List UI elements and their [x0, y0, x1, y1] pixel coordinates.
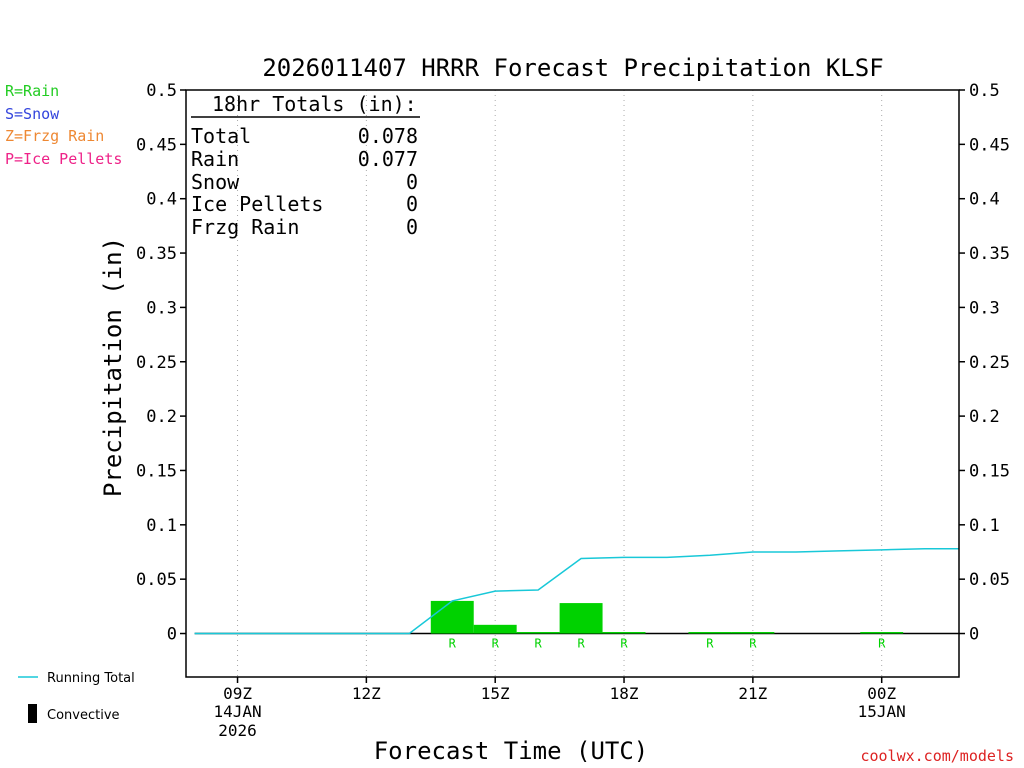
bottom-legend: Running Total Convective [18, 671, 135, 723]
x-tick-label-2: 15Z [481, 684, 510, 703]
precip-bar-0 [430, 600, 474, 634]
chart-title: 2026011407 HRRR Forecast Precipitation K… [262, 54, 883, 82]
bar-type-label-1: R [492, 637, 500, 651]
plot-frame [185, 89, 960, 678]
precip-bar-7 [860, 632, 904, 634]
running-total-line [194, 547, 959, 635]
y-tick-label-left-8: 0.1 [146, 516, 177, 536]
y-tick-label-right-1: 0.45 [969, 135, 1010, 155]
y-tick-label-right-0: 0.5 [969, 81, 1000, 101]
legend-frzg-rain: Z=Frzg Rain [5, 127, 104, 145]
legend-ice-pellets: P=Ice Pellets [5, 150, 122, 168]
totals-value-snow: 0 [406, 170, 418, 194]
y-tick-label-right-2: 0.4 [969, 190, 1000, 210]
x-tick-label-5: 00Z [867, 684, 896, 703]
y-axis-label: Precipitation (in) [99, 237, 127, 497]
y-tick-label-left-2: 0.4 [146, 190, 177, 210]
totals-label-ice-pellets: Ice Pellets [191, 192, 323, 216]
y-tick-label-left-10: 0 [167, 625, 177, 645]
y-tick-label-left-6: 0.2 [146, 407, 177, 427]
bar-type-label-6: R [749, 637, 757, 651]
convective-swatch [28, 704, 37, 723]
y-tick-label-left-5: 0.25 [136, 353, 177, 373]
precip-bar-2 [516, 632, 560, 634]
y-axis-ticks: 0.5 0.5 0.45 0.45 0.4 0.4 0.35 0.35 0.3 0.3 0.25 0.… [136, 81, 1010, 645]
totals-value-ice-pellets: 0 [406, 192, 418, 216]
running-total-legend-label: Running Total [47, 671, 135, 686]
x-tick-date-0: 14JAN [213, 702, 261, 721]
y-tick-label-right-3: 0.35 [969, 244, 1010, 264]
bar-type-label-4: R [620, 637, 628, 651]
x-tick-label-4: 21Z [738, 684, 767, 703]
y-tick-label-right-5: 0.25 [969, 353, 1010, 373]
bar-type-label-7: R [878, 637, 886, 651]
totals-value-rain: 0.077 [358, 147, 418, 171]
x-tick-label-3: 18Z [610, 684, 639, 703]
bar-type-label-3: R [577, 637, 585, 651]
y-tick-label-left-3: 0.35 [136, 244, 177, 264]
precip-bar-6 [731, 632, 775, 634]
y-tick-label-right-4: 0.3 [969, 298, 1000, 318]
y-tick-label-left-4: 0.3 [146, 298, 177, 318]
legend-rain: R=Rain [5, 82, 59, 100]
y-tick-label-left-0: 0.5 [146, 81, 177, 101]
y-tick-label-right-10: 0 [969, 625, 979, 645]
y-tick-label-left-9: 0.05 [136, 570, 177, 590]
precip-bar-5 [688, 632, 732, 634]
x-tick-year-0: 2026 [218, 721, 257, 740]
y-tick-label-right-7: 0.15 [969, 461, 1010, 481]
precip-bar-1 [473, 624, 517, 634]
y-tick-label-left-1: 0.45 [136, 135, 177, 155]
totals-box: 18hr Totals (in): Total 0.078 Rain 0.077… [191, 92, 420, 239]
legend-snow: S=Snow [5, 105, 60, 123]
y-tick-label-right-9: 0.05 [969, 570, 1010, 590]
totals-label-rain: Rain [191, 147, 239, 171]
precip-bar-3 [559, 603, 603, 634]
x-axis-label: Forecast Time (UTC) [374, 737, 649, 765]
y-tick-label-left-7: 0.15 [136, 461, 177, 481]
y-tick-label-right-6: 0.2 [969, 407, 1000, 427]
type-legend: R=Rain S=Snow Z=Frzg Rain P=Ice Pellets [5, 82, 122, 168]
bar-type-label-2: R [535, 637, 543, 651]
totals-heading: 18hr Totals (in): [212, 92, 417, 116]
totals-label-total: Total [191, 124, 251, 148]
x-tick-date-5: 15JAN [858, 702, 906, 721]
totals-value-total: 0.078 [358, 124, 418, 148]
totals-label-frzg-rain: Frzg Rain [191, 215, 299, 239]
bar-type-label-5: R [706, 637, 714, 651]
credit-text: coolwx.com/models [860, 747, 1014, 765]
convective-legend-label: Convective [47, 708, 120, 723]
x-tick-label-1: 12Z [352, 684, 381, 703]
precip-bar-4 [602, 632, 646, 634]
y-tick-label-right-8: 0.1 [969, 516, 1000, 536]
bar-type-label-0: R [449, 637, 457, 651]
x-tick-label-0: 09Z [223, 684, 252, 703]
totals-value-frzg-rain: 0 [406, 215, 418, 239]
vertical-gridlines [237, 90, 883, 677]
totals-label-snow: Snow [191, 170, 240, 194]
